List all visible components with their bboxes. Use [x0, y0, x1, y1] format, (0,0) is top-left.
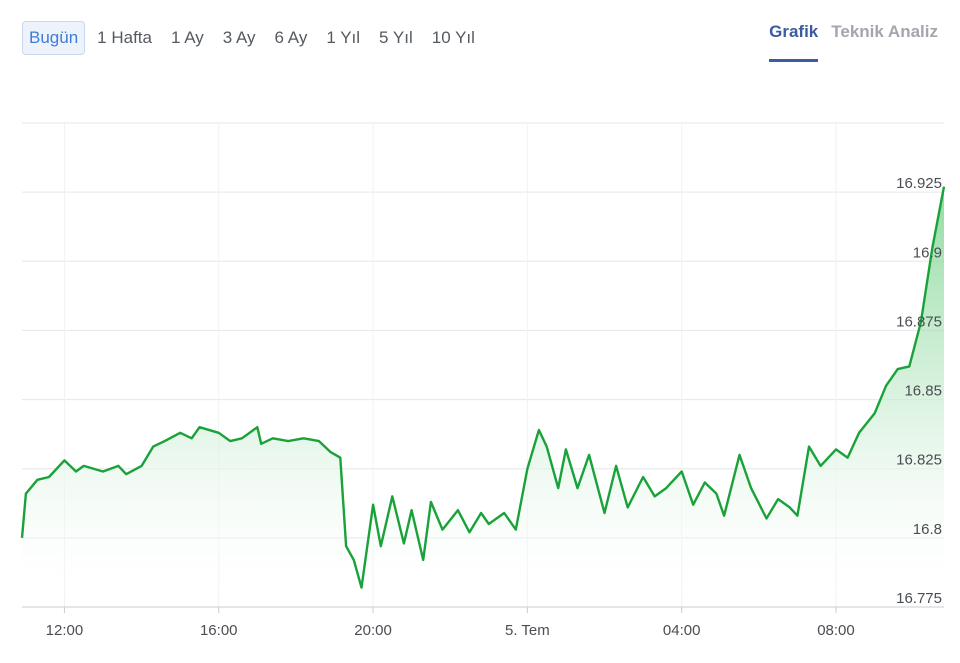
- range-tab-3-months[interactable]: 3 Ay: [222, 28, 256, 47]
- y-tick-label: 16.9: [913, 244, 942, 261]
- range-tab-10-years[interactable]: 10 Yıl: [431, 28, 475, 47]
- y-tick-label: 16.825: [896, 452, 942, 469]
- x-tick-label: 5. Tem: [505, 622, 550, 639]
- tab-technical-analysis[interactable]: Teknik Analiz: [831, 22, 938, 41]
- range-tab-5-years[interactable]: 5 Yıl: [379, 28, 413, 47]
- y-tick-label: 16.925: [896, 175, 942, 192]
- range-tab-1-year[interactable]: 1 Yıl: [326, 28, 361, 47]
- range-tab-1-week[interactable]: 1 Hafta: [97, 28, 152, 47]
- x-axis-labels: 12:00 16:00 20:00 5. Tem 04:00 08:00: [46, 622, 855, 639]
- x-tick-label: 12:00: [46, 622, 84, 639]
- range-tabs: Bugün 1 Hafta 1 Ay 3 Ay 6 Ay 1 Yıl 5 Yıl…: [22, 21, 487, 55]
- price-line: [20, 186, 946, 589]
- view-tabs: Grafik Teknik Analiz: [756, 22, 938, 62]
- range-tab-1-month[interactable]: 1 Ay: [170, 28, 204, 47]
- price-area: [22, 186, 944, 607]
- y-tick-label: 16.8: [913, 521, 942, 538]
- y-axis-labels: 16.775 16.8 16.825 16.85 16.875 16.9 16.925: [896, 175, 942, 607]
- x-tick-label: 20:00: [354, 622, 392, 639]
- x-tick-label: 04:00: [663, 622, 701, 639]
- y-tick-label: 16.775: [896, 590, 942, 607]
- x-tick-label: 16:00: [200, 622, 238, 639]
- range-tab-6-months[interactable]: 6 Ay: [274, 28, 308, 47]
- range-tab-today[interactable]: Bugün: [22, 21, 86, 55]
- x-tick-label: 08:00: [817, 622, 855, 639]
- tab-chart[interactable]: Grafik: [769, 22, 819, 62]
- y-tick-label: 16.85: [904, 383, 942, 400]
- y-tick-label: 16.875: [896, 313, 942, 330]
